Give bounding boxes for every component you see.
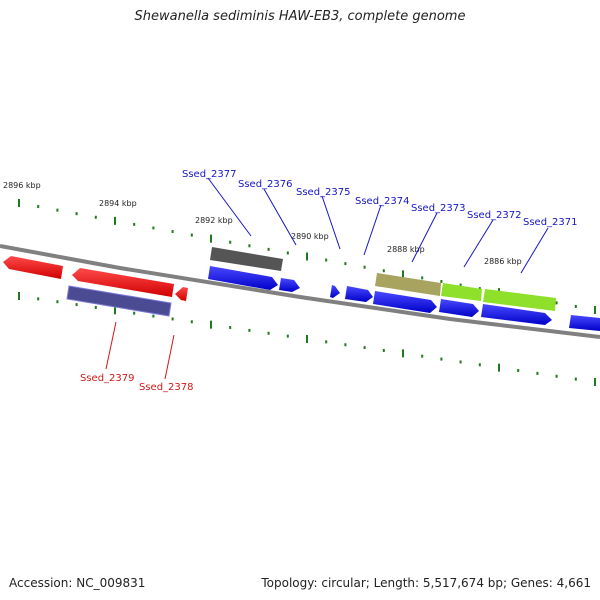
genome-backbone bbox=[0, 244, 600, 339]
forward-genes bbox=[208, 247, 600, 331]
gene-label-ssed-2375[interactable]: Ssed_2375 bbox=[296, 187, 351, 198]
topology-text: Topology: circular; Length: 5,517,674 bp… bbox=[261, 576, 591, 590]
scale-ticks bbox=[18, 199, 596, 386]
gene-arrow[interactable] bbox=[175, 287, 188, 301]
gene-box-purple[interactable] bbox=[66, 285, 172, 317]
gene-box-olive[interactable] bbox=[375, 273, 441, 296]
map-title: Shewanella sediminis HAW-EB3, complete g… bbox=[134, 9, 466, 24]
kbp-label-2892: 2892 kbp bbox=[195, 216, 233, 225]
gene-label-ssed-2374[interactable]: Ssed_2374 bbox=[355, 196, 410, 207]
gene-box-green[interactable] bbox=[483, 289, 556, 311]
gene-arrow[interactable] bbox=[439, 299, 479, 317]
gene-label-ssed-2378[interactable]: Ssed_2378 bbox=[139, 382, 194, 393]
gene-arrow[interactable] bbox=[481, 304, 552, 325]
gene-arrow[interactable] bbox=[208, 266, 278, 290]
gene-arrow[interactable] bbox=[373, 291, 437, 313]
gene-arrow[interactable] bbox=[72, 268, 174, 297]
gene-arrow[interactable] bbox=[569, 315, 600, 331]
gene-arrow[interactable] bbox=[3, 256, 63, 279]
gene-label-ssed-2377[interactable]: Ssed_2377 bbox=[182, 169, 237, 180]
kbp-label-2896: 2896 kbp bbox=[3, 181, 41, 190]
gene-arrow[interactable] bbox=[345, 286, 373, 302]
reverse-genes bbox=[3, 256, 188, 317]
gene-arrow[interactable] bbox=[279, 278, 300, 292]
label-leaders-bottom bbox=[105, 321, 175, 380]
gene-label-ssed-2373[interactable]: Ssed_2373 bbox=[411, 203, 466, 214]
gene-label-ssed-2371[interactable]: Ssed_2371 bbox=[523, 217, 578, 228]
gene-label-ssed-2379[interactable]: Ssed_2379 bbox=[80, 373, 135, 384]
accession-text: Accession: NC_009831 bbox=[9, 576, 146, 590]
gene-box-gray[interactable] bbox=[210, 247, 283, 271]
kbp-label-2894: 2894 kbp bbox=[99, 199, 137, 208]
gene-arrow[interactable] bbox=[330, 285, 340, 298]
label-leaders-top bbox=[207, 177, 549, 274]
kbp-label-2888: 2888 kbp bbox=[387, 245, 425, 254]
kbp-label-2886: 2886 kbp bbox=[484, 257, 522, 266]
kbp-label-2890: 2890 kbp bbox=[291, 232, 329, 241]
gene-label-ssed-2376[interactable]: Ssed_2376 bbox=[238, 179, 293, 190]
gene-label-ssed-2372[interactable]: Ssed_2372 bbox=[467, 210, 522, 221]
gene-box-green[interactable] bbox=[441, 283, 482, 301]
